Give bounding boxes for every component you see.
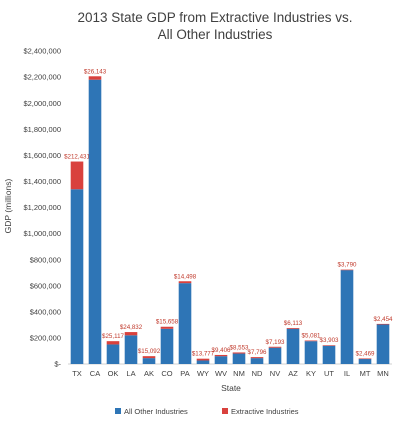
bar-all-other-ak (142, 358, 156, 364)
legend-swatch-extractive (222, 408, 228, 414)
x-tick-label-ut: UT (324, 369, 334, 378)
y-tick-label: $1,200,000 (23, 203, 61, 212)
data-label-wv: $9,406 (212, 347, 231, 354)
data-label-ut: $3,903 (320, 337, 339, 344)
bar-extractive-mt (358, 358, 372, 360)
y-tick-label: $800,000 (30, 255, 61, 264)
bar-extractive-ca (88, 76, 102, 80)
y-tick-label: $- (54, 360, 61, 369)
bar-all-other-wv (214, 356, 228, 364)
y-tick-label: $1,000,000 (23, 229, 61, 238)
bar-extractive-nd (250, 357, 264, 359)
y-axis-ticks: $- $200,000 $400,000 $600,000 $800,000 $1,000… (23, 47, 61, 369)
bar-extractive-nv (268, 346, 282, 348)
bar-all-other-la (124, 335, 138, 364)
y-tick-label: $2,000,000 (23, 99, 61, 108)
x-axis-title: State (221, 383, 241, 393)
legend-label-extractive: Extractive Industries (231, 407, 299, 416)
bar-all-other-co (160, 328, 174, 364)
x-tick-label-tx: TX (72, 369, 82, 378)
bar-all-other-nd (250, 358, 264, 364)
y-tick-label: $2,400,000 (23, 47, 61, 56)
bar-extractive-mn (376, 323, 390, 325)
data-label-wy: $13,777 (192, 351, 215, 358)
bar-all-other-mn (376, 324, 390, 364)
legend-label-all-other: All Other Industries (124, 407, 188, 416)
data-label-il: $3,790 (338, 262, 357, 269)
bar-all-other-nv (268, 347, 282, 364)
bar-all-other-tx (70, 189, 84, 364)
x-tick-label-ok: OK (108, 369, 119, 378)
bar-all-other-ut (322, 345, 336, 364)
legend-swatch-all-other (115, 408, 121, 414)
x-tick-label-ky: KY (306, 369, 316, 378)
data-label-la: $24,832 (120, 324, 143, 331)
data-label-ca: $26,143 (84, 68, 107, 75)
legend: All Other Industries Extractive Industrie… (115, 407, 299, 416)
x-tick-label-nm: NM (233, 369, 245, 378)
x-tick-label-la: LA (126, 369, 135, 378)
chart-title-line-1: 2013 State GDP from Extractive Industrie… (77, 10, 352, 25)
y-axis-title: GDP (millions) (3, 179, 13, 234)
y-tick-label: $200,000 (30, 334, 61, 343)
x-tick-label-co: CO (161, 369, 172, 378)
y-tick-label: $1,400,000 (23, 177, 61, 186)
x-tick-label-az: AZ (288, 369, 298, 378)
y-tick-label: $2,200,000 (23, 73, 61, 82)
bar-all-other-pa (178, 283, 192, 364)
bar-all-other-ok (106, 344, 120, 364)
x-tick-label-il: IL (344, 369, 350, 378)
bar-extractive-ky (304, 340, 318, 342)
data-label-ky: $5,081 (302, 333, 321, 340)
bar-all-other-il (340, 270, 354, 364)
bars: $212,431 $26,143 $25,117 $24,832 $15,092 $15,… (64, 68, 393, 365)
y-tick-label: $1,800,000 (23, 125, 61, 134)
bar-extractive-tx (70, 161, 84, 190)
bar-extractive-az (286, 327, 300, 329)
bar-all-other-az (286, 328, 300, 364)
bar-extractive-ok (106, 341, 120, 345)
bar-extractive-ak (142, 356, 156, 359)
y-tick-label: $1,600,000 (23, 151, 61, 160)
bar-all-other-nm (232, 353, 246, 364)
bar-extractive-pa (178, 281, 192, 284)
x-tick-label-wy: WY (197, 369, 209, 378)
data-label-pa: $14,498 (174, 273, 197, 280)
data-label-nd: $7,796 (248, 349, 267, 356)
data-label-co: $15,658 (156, 319, 179, 326)
bar-extractive-la (124, 332, 138, 336)
bar-extractive-wv (214, 354, 228, 357)
x-tick-label-nd: ND (252, 369, 263, 378)
data-label-mt: $2,469 (356, 350, 375, 357)
x-tick-label-mn: MN (377, 369, 389, 378)
data-label-ak: $15,092 (138, 348, 161, 355)
data-label-az: $6,113 (284, 320, 303, 327)
y-tick-label: $600,000 (30, 281, 61, 290)
data-label-nm: $8,553 (230, 344, 249, 351)
data-label-nv: $7,193 (266, 339, 285, 346)
chart-title-line-2: All Other Industries (158, 27, 273, 42)
bar-extractive-co (160, 326, 174, 329)
x-tick-label-mt: MT (360, 369, 371, 378)
bar-all-other-mt (358, 358, 372, 364)
x-axis-ticks: TX CA OK LA AK CO PA WY WV NM ND NV AZ KY UT IL MT MN (72, 369, 389, 378)
bar-extractive-nm (232, 352, 246, 354)
bar-extractive-ut (322, 345, 336, 346)
bar-extractive-wy (196, 358, 210, 361)
bar-all-other-ky (304, 341, 318, 364)
data-label-tx: $212,431 (64, 154, 90, 161)
x-tick-label-wv: WV (215, 369, 227, 378)
bar-extractive-il (340, 269, 354, 271)
x-tick-label-ak: AK (144, 369, 154, 378)
data-label-mn: $2,454 (374, 316, 393, 323)
data-label-ok: $25,117 (102, 333, 124, 340)
x-tick-label-pa: PA (180, 369, 189, 378)
bar-all-other-ca (88, 79, 102, 365)
bar-all-other-wy (196, 360, 210, 364)
x-tick-label-ca: CA (90, 369, 100, 378)
x-tick-label-nv: NV (270, 369, 280, 378)
y-tick-label: $400,000 (30, 307, 61, 316)
